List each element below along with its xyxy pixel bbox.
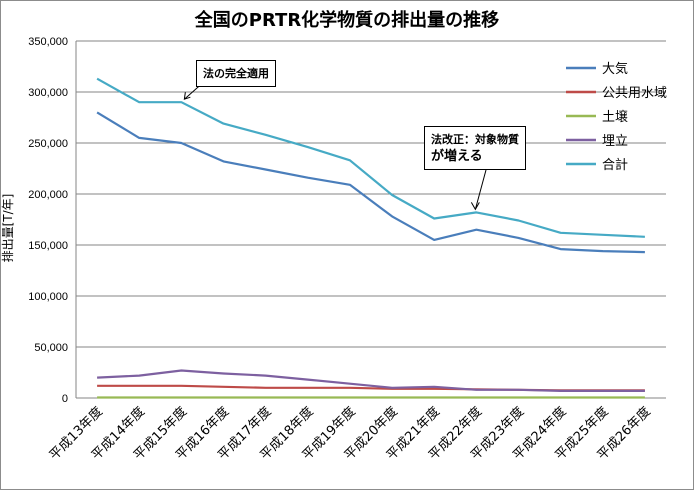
series-line-大気 bbox=[96, 111, 645, 254]
series-lines bbox=[96, 77, 645, 399]
arrow-head bbox=[470, 202, 480, 211]
y-axis-label: 排出量[T/年] bbox=[1, 194, 15, 263]
legend-label: 公共用水域 bbox=[602, 86, 667, 101]
legend-label: 合計 bbox=[602, 157, 628, 173]
y-tick-label: 250,000 bbox=[28, 138, 68, 150]
annotation-line-2: が増える bbox=[431, 149, 483, 164]
y-tick-label: 100,000 bbox=[28, 291, 68, 303]
legend-label: 埋立 bbox=[602, 134, 628, 149]
y-tick-label: 200,000 bbox=[28, 189, 68, 201]
annotation-text: 法の完全適用 bbox=[203, 67, 269, 80]
y-tick-label: 300,000 bbox=[28, 87, 68, 99]
grid-lines bbox=[75, 40, 666, 399]
y-tick-label: 50,000 bbox=[34, 342, 68, 354]
series-line-合計 bbox=[96, 77, 645, 238]
annotation-law-revision: 法改正：対象物質 が増える bbox=[424, 126, 526, 170]
annotation-arrow bbox=[474, 169, 487, 210]
y-axis-ticks: 0 50,000 100,000 150,000 200,000 250,000 300,0… bbox=[28, 36, 68, 405]
chart-title: 全国のPRTR化学物質の排出量の推移 bbox=[194, 10, 500, 31]
annotation-full-application: 法の完全適用 bbox=[196, 60, 276, 87]
annotation-line-1: 法改正：対象物質 bbox=[431, 133, 519, 146]
y-tick-label: 0 bbox=[62, 393, 68, 405]
legend-label: 大気 bbox=[602, 61, 628, 77]
legend-label: 土壌 bbox=[602, 110, 628, 125]
x-axis-ticks: 平成13年度平成14年度平成15年度平成16年度平成17年度平成18年度平成19… bbox=[46, 404, 654, 464]
arrow-head bbox=[183, 92, 191, 100]
y-tick-label: 150,000 bbox=[28, 240, 68, 252]
y-tick-label: 350,000 bbox=[28, 36, 68, 48]
series-line-埋立 bbox=[97, 369, 645, 392]
